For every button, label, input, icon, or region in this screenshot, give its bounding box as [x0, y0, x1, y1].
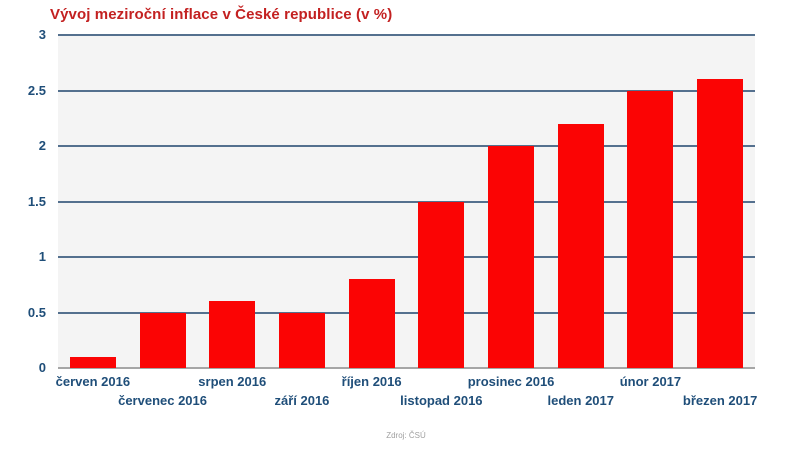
x-tick-label: říjen 2016	[341, 374, 402, 389]
source-note: Zdroj: ČSÚ	[386, 431, 426, 440]
bar-červen-2016	[69, 356, 116, 368]
y-tick-label: 2	[38, 138, 46, 153]
bar-březen-2017	[697, 79, 744, 368]
y-tick-label: 2.5	[27, 82, 46, 98]
x-tick-label: září 2016	[274, 393, 330, 408]
x-tick-label: listopad 2016	[400, 393, 483, 408]
bar-září-2016	[278, 312, 325, 368]
x-tick-label: únor 2017	[619, 374, 682, 389]
gridline	[58, 89, 755, 92]
y-tick-label: 1	[38, 249, 46, 264]
plot-area	[58, 34, 755, 369]
bar-listopad-2016	[418, 201, 465, 368]
x-tick-label: prosinec 2016	[467, 374, 555, 389]
x-tick-label: březen 2017	[682, 393, 758, 408]
x-tick-label: srpen 2016	[198, 374, 267, 389]
chart-title: Vývoj meziroční inflace v České republic…	[50, 6, 393, 23]
gridline	[58, 145, 755, 147]
x-tick-label: leden 2017	[547, 393, 615, 408]
bar-srpen-2016	[209, 301, 256, 368]
bar-prosinec-2016	[488, 146, 535, 368]
y-tick-label: 0.5	[27, 304, 46, 320]
x-tick-label: červen 2016	[55, 374, 131, 389]
bar-leden-2017	[557, 123, 604, 368]
y-tick-label: 0	[38, 360, 46, 375]
bar-červenec-2016	[139, 312, 186, 368]
y-tick-label: 1.5	[27, 193, 46, 209]
x-axis-baseline	[58, 367, 755, 369]
x-tick-label: červenec 2016	[118, 393, 208, 408]
bar-únor-2017	[627, 90, 674, 368]
bar-říjen-2016	[348, 279, 395, 368]
gridline	[58, 311, 755, 314]
y-tick-label: 3	[38, 27, 46, 42]
gridline	[58, 200, 755, 203]
gridline	[58, 34, 755, 36]
gridline	[58, 256, 755, 258]
